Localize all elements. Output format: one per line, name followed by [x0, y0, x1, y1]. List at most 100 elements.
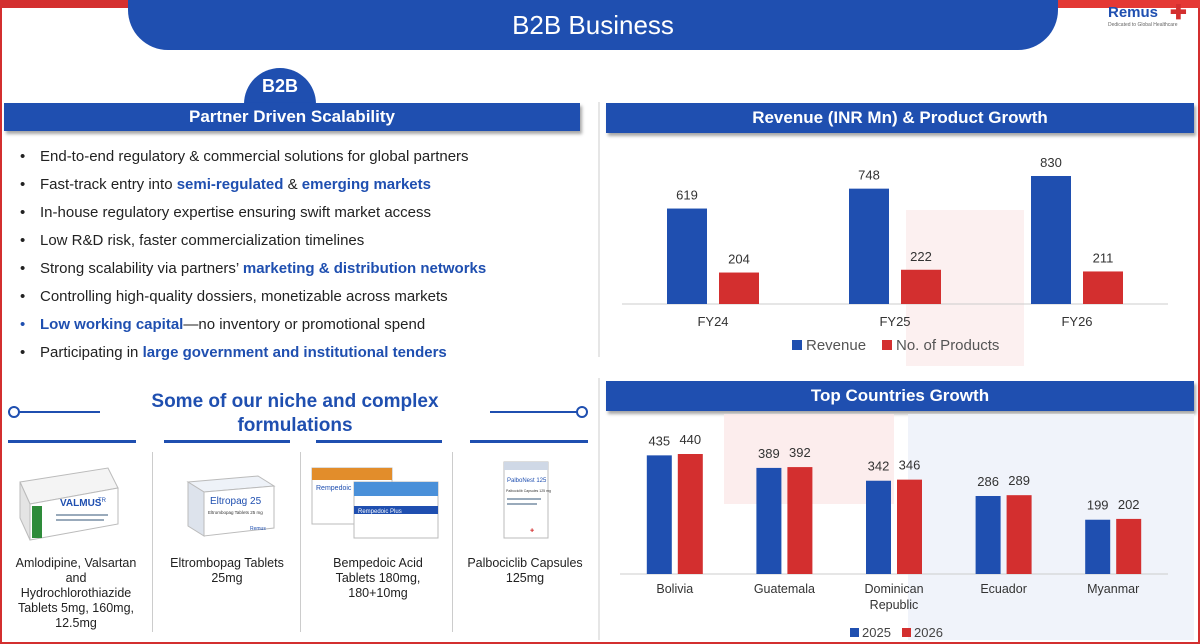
bullet-highlight: large government and institutional tende… — [142, 344, 447, 361]
product-line-1 — [8, 440, 136, 443]
countries-chart-title: Top Countries Growth — [810, 386, 990, 405]
chart2-data-label: 202 — [1118, 497, 1140, 512]
revenue-chart-header: Revenue (INR Mn) & Product Growth — [606, 103, 1194, 133]
chart2-category-label: Dominican — [864, 582, 923, 596]
countries-chart-header: Top Countries Growth — [606, 381, 1194, 411]
chart2-data-label: 389 — [758, 446, 780, 461]
partner-section-header: Partner Driven Scalability — [4, 103, 580, 131]
logo-tagline: Dedicated to Global Healthcare — [1108, 22, 1178, 28]
chart2-category-label: Ecuador — [980, 582, 1027, 596]
bullet-item: • Controlling high-quality dossiers, mone… — [18, 286, 598, 314]
bullet-item: • End-to-end regulatory & commercial solu… — [18, 146, 598, 174]
page-title: B2B Business — [128, 0, 1058, 50]
chart1-data-label: 222 — [910, 249, 932, 264]
chart2-left-border — [598, 378, 600, 640]
chart2-bar — [1085, 519, 1111, 574]
niche-formulations-title: Some of our niche and complex formulatio… — [151, 391, 439, 436]
chart2-legend-label: 2026 — [914, 625, 943, 640]
eltropag-box-brand: Remus — [250, 526, 266, 532]
chart1-bar — [667, 208, 707, 304]
chart1-legend-label: Revenue — [806, 337, 866, 354]
bullet-highlight: semi-regulated — [176, 176, 284, 193]
eltropag-box-sub: Eltrombopag Tablets 25 mg — [208, 510, 263, 515]
decor-line-left — [10, 411, 100, 413]
chart1-data-label: 204 — [728, 252, 750, 267]
product-line-2 — [164, 440, 290, 443]
chart2-category-label: Myanmar — [1087, 582, 1139, 596]
product-image-palbonest: PalboNest 125 Palbociclib Capsules 125 m… — [503, 461, 551, 539]
product-name-1: Amlodipine, Valsartan and Hydrochlorothi… — [15, 556, 137, 630]
bullet-text: & — [283, 176, 302, 193]
chart2-legend-swatch — [902, 628, 911, 637]
product-name-2: Eltrombopag Tablets 25mg — [170, 556, 284, 585]
chart2-category-label: Bolivia — [656, 582, 693, 596]
product-divider-3 — [452, 452, 453, 632]
product-image-rempedoic: Rempedoic Rempedoic Plus — [311, 467, 439, 539]
bullet-dot-icon: • — [20, 288, 26, 305]
chart1-category-label: FY26 — [1061, 314, 1092, 329]
bullet-text: Strong scalability via partners’ — [40, 260, 243, 277]
revenue-chart-title: Revenue (INR Mn) & Product Growth — [752, 108, 1048, 127]
rempedoic-box-text: Rempedoic — [316, 485, 352, 492]
bullet-item: • Participating in large government and i… — [18, 342, 598, 370]
chart2-bar — [1006, 495, 1032, 574]
bullet-item: • Low R&D risk, faster commercialization … — [18, 230, 598, 258]
bullet-text: Fast-track entry into — [40, 176, 177, 193]
palbonest-plus-icon: ✚ — [530, 528, 534, 534]
bullet-highlight: emerging markets — [301, 176, 431, 193]
valmus-box-sub: TR — [98, 498, 107, 504]
chart2-bg-decor-blue — [908, 414, 1194, 640]
bullet-highlight: Low working capital — [40, 316, 184, 333]
chart2-data-label: 286 — [977, 474, 999, 489]
chart2-bar — [756, 467, 782, 574]
chart2-legend-swatch — [850, 628, 859, 637]
bullet-dot-icon: • — [20, 260, 26, 277]
chart1-data-label: 211 — [1093, 250, 1114, 265]
bullet-dot-icon: • — [20, 176, 26, 193]
chart1-bar — [1031, 176, 1071, 304]
chart1-bar — [719, 272, 759, 304]
chart1-category-label: FY25 — [879, 314, 910, 329]
chart2-category-label: Guatemala — [754, 582, 815, 596]
palbonest-box-sub: Palbociclib Capsules 125 mg — [506, 489, 551, 493]
chart1-legend-swatch — [792, 340, 802, 350]
product-divider-2 — [300, 452, 301, 632]
chart2-bar — [975, 496, 1001, 574]
chart1-left-border — [598, 102, 600, 357]
bullet-text: —no inventory or promotional spend — [183, 316, 426, 333]
company-logo: Remus ✚ Dedicated to Global Healthcare — [1108, 2, 1188, 34]
eltropag-box-text: Eltropag 25 — [210, 496, 262, 507]
chart2-data-label: 342 — [868, 459, 890, 474]
logo-name: Remus — [1108, 4, 1159, 21]
chart1-data-label: 830 — [1040, 155, 1062, 170]
product-divider-1 — [152, 452, 153, 632]
bullet-item: • Strong scalability via partners’ market… — [18, 258, 598, 286]
bullet-text: In-house regulatory expertise ensuring s… — [40, 204, 432, 221]
bullet-list: • End-to-end regulatory & commercial solu… — [18, 146, 598, 370]
chart2-data-label: 440 — [679, 432, 701, 447]
chart1-bar — [901, 269, 941, 304]
chart2-bar — [677, 454, 703, 574]
decor-circle-left — [8, 406, 20, 418]
chart2-bar — [787, 467, 813, 574]
b2b-tab-label: B2B — [261, 75, 298, 96]
product-name-4: Palbociclib Capsules 125mg — [467, 556, 583, 585]
product-image-eltropag: Eltropag 25 Eltrombopag Tablets 25 mg Re… — [186, 475, 276, 537]
chart2-legend-label: 2025 — [862, 625, 891, 640]
bullet-dot-icon: • — [20, 316, 26, 333]
decor-circle-right — [576, 406, 588, 418]
chart1-legend-label: No. of Products — [896, 337, 999, 354]
bullet-text: End-to-end regulatory & commercial solut… — [40, 148, 469, 165]
chart1-bar — [849, 188, 889, 304]
bullet-text: Controlling high-quality dossiers, monet… — [40, 288, 448, 305]
chart2-bar — [1116, 518, 1142, 574]
decor-line-right — [490, 411, 580, 413]
chart2-data-label: 435 — [648, 433, 670, 448]
logo-plus-icon: ✚ — [1170, 2, 1187, 24]
bullet-highlight: marketing & distribution networks — [242, 260, 487, 277]
chart2-bar — [866, 480, 891, 574]
chart2-category-label: Republic — [870, 598, 919, 612]
chart1-bar — [1083, 271, 1123, 304]
chart2-data-label: 199 — [1087, 498, 1109, 513]
rempedoic-plus-box-text: Rempedoic Plus — [358, 509, 402, 515]
